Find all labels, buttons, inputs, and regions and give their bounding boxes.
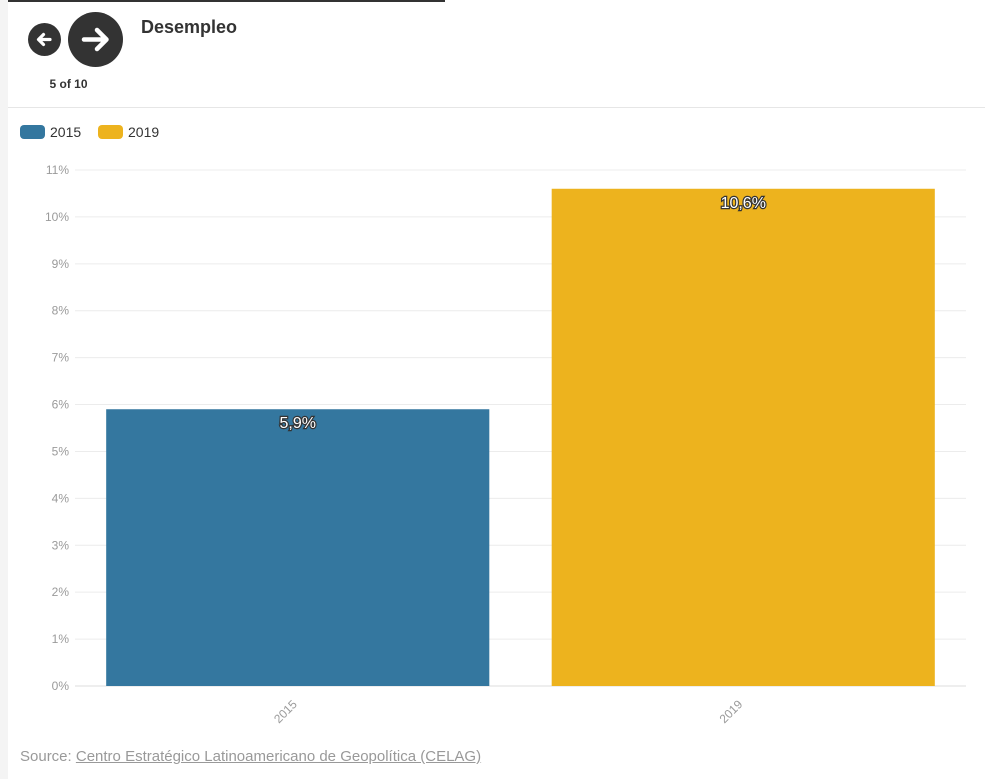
arrow-left-icon xyxy=(36,32,52,47)
x-tick-label: 2019 xyxy=(717,697,746,726)
next-button[interactable] xyxy=(68,12,123,67)
page-title: Desempleo xyxy=(141,17,238,37)
y-tick-label: 4% xyxy=(52,491,70,505)
slide-counter: 5 of 10 xyxy=(49,77,88,91)
y-tick-label: 9% xyxy=(52,257,70,271)
bar-chart: 0% 1% 2% 3% 4% 5% 6% 7% 8% 9% 10% 11% 5,9% 2015 10,6% 2… xyxy=(45,163,966,726)
y-tick-label: 1% xyxy=(52,632,70,646)
y-tick-label: 11% xyxy=(46,163,69,177)
progress-bar xyxy=(8,0,445,2)
legend-swatch-2015 xyxy=(20,125,45,139)
y-tick-label: 6% xyxy=(52,398,70,412)
bar-2019 xyxy=(551,188,935,686)
chart-card: 5 of 10 Desempleo 2015 2019 0% 1% 2% 3% 4% 5%… xyxy=(8,0,985,779)
y-tick-label: 5% xyxy=(52,444,70,458)
legend-label-2019: 2019 xyxy=(128,124,160,140)
data-label: 10,6% xyxy=(721,195,766,212)
y-tick-label: 2% xyxy=(52,585,70,599)
source-note: Source: Centro Estratégico Latinoamerica… xyxy=(20,748,481,765)
header-divider xyxy=(8,107,985,108)
legend-swatch-2019 xyxy=(98,125,123,139)
y-tick-label: 8% xyxy=(52,304,70,318)
arrow-right-icon xyxy=(81,27,109,52)
y-tick-label: 10% xyxy=(45,210,69,224)
data-label: 5,9% xyxy=(280,415,316,432)
source-link[interactable]: Centro Estratégico Latinoamericano de Ge… xyxy=(75,748,482,765)
y-tick-label: 7% xyxy=(52,351,70,365)
legend-label-2015: 2015 xyxy=(50,124,82,140)
source-prefix: Source: xyxy=(20,748,76,765)
y-tick-label: 0% xyxy=(52,679,70,693)
previous-button[interactable] xyxy=(28,23,61,56)
bar-2015 xyxy=(106,409,490,686)
y-tick-label: 3% xyxy=(52,538,70,552)
x-tick-label: 2015 xyxy=(271,697,300,726)
